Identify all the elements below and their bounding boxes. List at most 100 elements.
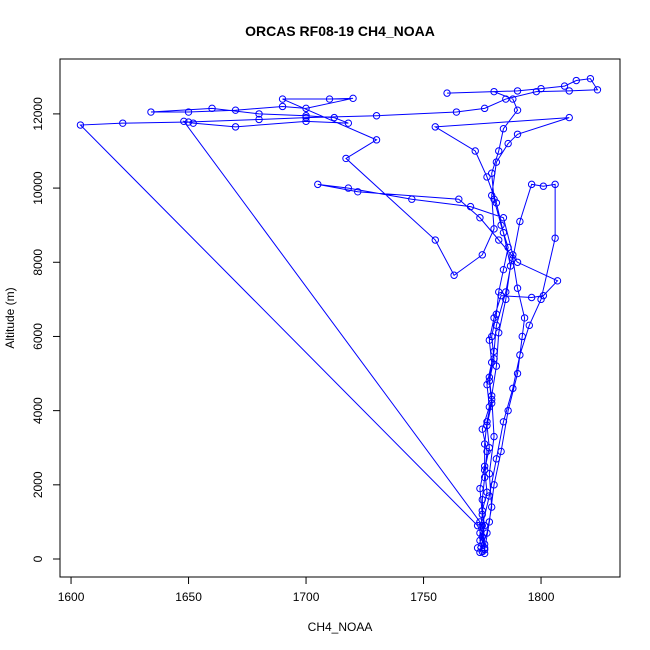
data-point (76, 121, 85, 129)
data-point (490, 432, 498, 441)
data-point (485, 518, 494, 526)
data-point (539, 291, 548, 300)
data-point (499, 418, 508, 426)
x-tick-label: 1800 (528, 590, 555, 604)
data-point (485, 373, 494, 381)
data-point (184, 118, 193, 126)
data-point (480, 104, 489, 113)
data-point (513, 369, 522, 378)
data-point (539, 182, 548, 190)
x-tick-label: 1700 (293, 590, 320, 604)
data-point (516, 217, 524, 226)
data-point (408, 195, 416, 203)
y-tick-label: 2000 (31, 471, 45, 498)
data-point (490, 347, 498, 355)
data-point (499, 125, 508, 133)
data-point (502, 95, 510, 103)
data-point (527, 180, 536, 189)
data-point (480, 549, 489, 558)
y-tick-label: 0 (31, 555, 45, 562)
data-point (487, 395, 496, 404)
data-point (476, 548, 484, 557)
data-point (480, 466, 489, 474)
data-point (119, 119, 127, 127)
data-point (480, 473, 489, 482)
data-point (476, 214, 484, 222)
data-point (565, 87, 573, 95)
data-point (431, 236, 439, 244)
data-point (509, 95, 517, 103)
data-point (509, 251, 517, 259)
data-point (495, 329, 503, 337)
data-point (302, 117, 310, 126)
data-point (478, 510, 486, 519)
data-point (537, 295, 545, 304)
data-point (483, 380, 491, 389)
data-point (354, 188, 362, 196)
data-point (180, 117, 188, 126)
data-point (487, 191, 496, 200)
data-point (314, 180, 322, 189)
data-point (487, 503, 496, 511)
data-point (478, 533, 486, 541)
y-tick-label: 4000 (31, 397, 45, 424)
data-point (189, 119, 197, 127)
data-point (344, 184, 353, 192)
data-point (485, 469, 494, 478)
data-point (208, 104, 216, 113)
data-point (492, 310, 501, 318)
data-point (471, 147, 479, 155)
plot-frame (59, 58, 621, 578)
data-point (485, 377, 494, 385)
data-point (483, 173, 491, 181)
data-point (532, 87, 541, 96)
data-point (480, 521, 489, 530)
data-point (586, 74, 595, 83)
x-tick-label: 1650 (175, 590, 202, 604)
x-axis-label: CH4_NOAA (308, 620, 373, 634)
data-point (349, 94, 357, 103)
data-point (325, 95, 334, 103)
data-point (492, 455, 501, 463)
data-point (487, 358, 496, 367)
data-point (495, 147, 503, 155)
y-tick-label: 8000 (31, 249, 45, 276)
data-point (478, 507, 486, 515)
data-point (560, 82, 569, 90)
data-point (485, 444, 494, 452)
data-point (487, 169, 496, 177)
data-point (551, 180, 559, 189)
data-point (499, 228, 508, 237)
data-point (490, 195, 498, 203)
data-point (490, 87, 498, 96)
data-point (499, 265, 508, 274)
data-point (473, 544, 482, 552)
data-point (342, 154, 350, 163)
data-point (497, 447, 505, 456)
data-point (443, 89, 451, 97)
data-point (490, 355, 498, 363)
data-point (506, 262, 515, 270)
data-point (452, 108, 461, 116)
data-point (344, 119, 353, 127)
data-point (527, 293, 536, 302)
data-point (504, 243, 512, 252)
y-tick-label: 6000 (31, 323, 45, 350)
y-tick-label: 12000 (31, 97, 45, 131)
data-point (473, 521, 482, 530)
data-point (278, 95, 287, 103)
data-point (504, 406, 512, 415)
data-point (509, 254, 517, 263)
data-point (476, 484, 484, 493)
data-point (490, 225, 498, 233)
data-point (513, 87, 522, 95)
y-axis-label: Altitude (m) (3, 287, 17, 348)
data-point (497, 291, 505, 300)
data-point (483, 447, 491, 456)
data-point (504, 139, 512, 148)
data-point (497, 221, 505, 229)
data-point (478, 251, 486, 259)
data-point (513, 106, 522, 114)
data-point (551, 234, 559, 242)
